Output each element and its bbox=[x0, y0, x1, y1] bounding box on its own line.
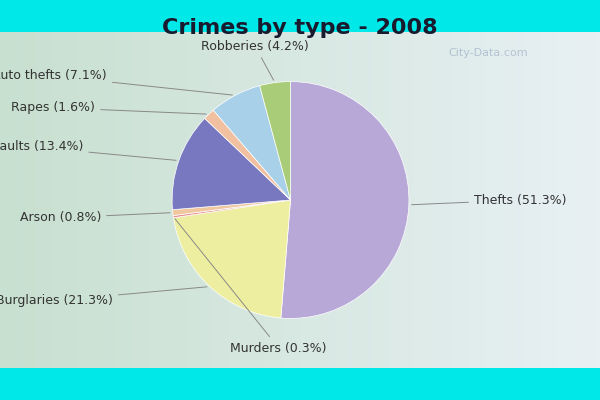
Wedge shape bbox=[172, 118, 290, 210]
Text: Assaults (13.4%): Assaults (13.4%) bbox=[0, 140, 176, 160]
Wedge shape bbox=[214, 86, 290, 200]
Text: Rapes (1.6%): Rapes (1.6%) bbox=[11, 101, 206, 114]
Text: City-Data.com: City-Data.com bbox=[448, 48, 528, 58]
Text: Thefts (51.3%): Thefts (51.3%) bbox=[412, 194, 566, 206]
Wedge shape bbox=[260, 82, 290, 200]
Wedge shape bbox=[173, 200, 290, 216]
Wedge shape bbox=[173, 200, 290, 218]
Text: Burglaries (21.3%): Burglaries (21.3%) bbox=[0, 287, 207, 307]
Wedge shape bbox=[173, 200, 290, 318]
Wedge shape bbox=[205, 110, 290, 200]
Text: Robberies (4.2%): Robberies (4.2%) bbox=[201, 40, 309, 80]
Text: Crimes by type - 2008: Crimes by type - 2008 bbox=[162, 18, 438, 38]
Wedge shape bbox=[281, 82, 409, 318]
Text: Auto thefts (7.1%): Auto thefts (7.1%) bbox=[0, 69, 232, 95]
Text: Murders (0.3%): Murders (0.3%) bbox=[175, 219, 327, 354]
Text: Arson (0.8%): Arson (0.8%) bbox=[20, 211, 170, 224]
